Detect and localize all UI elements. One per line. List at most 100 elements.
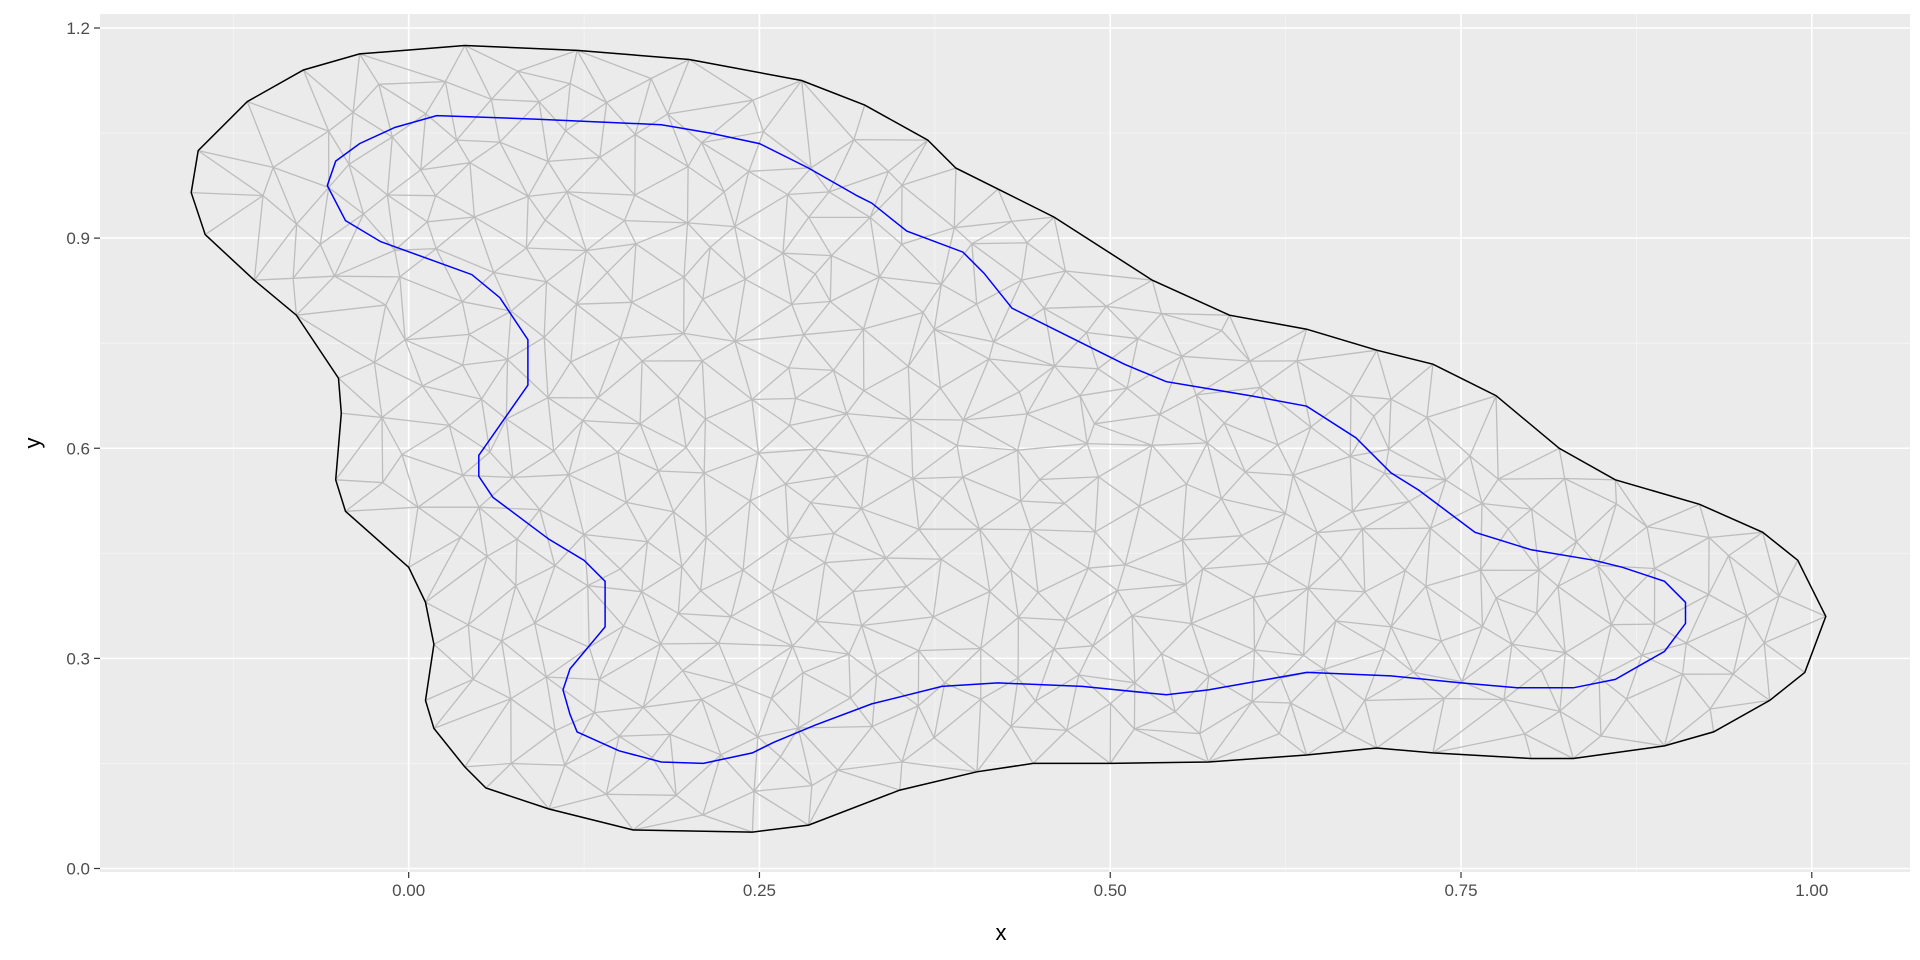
mesh-edge [734,645,793,685]
mesh-edge [792,620,817,647]
mesh-edge [803,334,835,371]
mesh-edge [481,398,507,420]
mesh-edge [907,329,935,367]
mesh-edge [1302,588,1309,656]
mesh-edge [885,528,920,559]
mesh-edge [348,163,388,196]
mesh-edge [1010,725,1067,732]
mesh-edge [933,303,978,330]
mesh-edge [605,736,620,795]
mesh-edge [631,243,637,303]
mesh-edge [912,478,943,499]
mesh-edge [861,478,914,510]
mesh-edge [988,358,1020,393]
mesh-edge [771,562,826,593]
mesh-edge [932,616,982,650]
mesh-edge [394,221,428,251]
mesh-edge [1094,476,1100,532]
x-tick-label: 0.50 [1094,881,1127,900]
mesh-edge [1408,479,1447,503]
mesh-edge [879,276,942,285]
mesh-edge [770,645,794,699]
mesh-edge [1503,644,1513,700]
mesh-edge [1097,368,1128,389]
mesh-edge [641,566,683,593]
mesh-edge [512,450,555,478]
mesh-edge [720,754,755,792]
mesh-edge [787,167,812,195]
mesh-edge [296,304,386,316]
mesh-edge [1030,502,1065,531]
mesh-edge [462,358,508,366]
mesh-edge [1087,442,1153,446]
mesh-edge [363,194,388,215]
mesh-edge [1425,569,1481,587]
mesh-edge [505,359,509,420]
mesh-edge [1339,558,1366,593]
mesh-edge [814,273,831,302]
mesh-edge [861,586,908,626]
mesh-edge [871,726,903,763]
mesh-edge [871,674,878,727]
mesh-edge [993,279,1023,343]
mesh-edge [742,569,773,593]
mesh-edge [1181,484,1188,541]
mesh-edge [1503,698,1560,712]
mesh-edge [650,78,669,115]
mesh-edge [784,484,790,539]
mesh-edge [1373,398,1392,417]
mesh-edge [682,642,719,672]
mesh-edge [1039,443,1088,481]
mesh-edge [401,424,450,456]
mesh-edge [901,167,957,186]
mesh-edge [788,398,797,426]
mesh-edge [640,541,649,592]
mesh-edge [901,139,929,186]
mesh-edge [1511,643,1566,654]
mesh-edge [554,712,595,732]
mesh-edge [634,166,689,196]
mesh-edge [1160,313,1183,357]
mesh-edge [682,670,736,685]
mesh-edge [907,366,912,420]
mesh-edge [1035,674,1080,702]
mesh-edge [878,276,924,314]
mesh-edge [527,196,546,221]
mesh-edge [1376,697,1445,749]
mesh-edge [472,640,503,680]
mesh-edge [701,142,725,193]
mesh-edge [677,566,683,614]
mesh-edge [1746,615,1765,644]
mesh-edge [262,167,274,196]
mesh-edge [1388,416,1428,450]
mesh-edge [469,162,476,218]
mesh-edge [1481,503,1509,530]
mesh-edge [734,334,804,343]
mesh-edge [703,452,759,474]
mesh-edge [918,647,981,652]
mesh-edge [623,220,637,245]
mesh-edge [1481,502,1532,510]
mesh-edge [863,365,909,392]
mesh-edge [1289,702,1308,756]
mesh-edge [1094,505,1140,533]
mesh-edge [1097,338,1139,370]
mesh-edge [1109,728,1135,764]
mesh-edge [444,81,458,141]
mesh-edge [334,249,396,277]
mesh-edge [837,726,873,771]
mesh-edge [863,311,924,330]
mesh-edge [910,418,958,447]
mesh-edge [1598,624,1613,678]
mesh-edge [703,472,751,502]
mesh-edge [1016,413,1028,451]
mesh-edge [1010,700,1036,728]
mesh-edge [293,275,335,279]
mesh-edge [510,698,556,732]
mesh-edge [1600,698,1628,737]
mesh-edge [887,170,903,186]
mesh-edge [1202,562,1269,570]
mesh-edge [734,303,793,342]
mesh-edge [811,769,839,787]
mesh-edge [302,69,354,113]
